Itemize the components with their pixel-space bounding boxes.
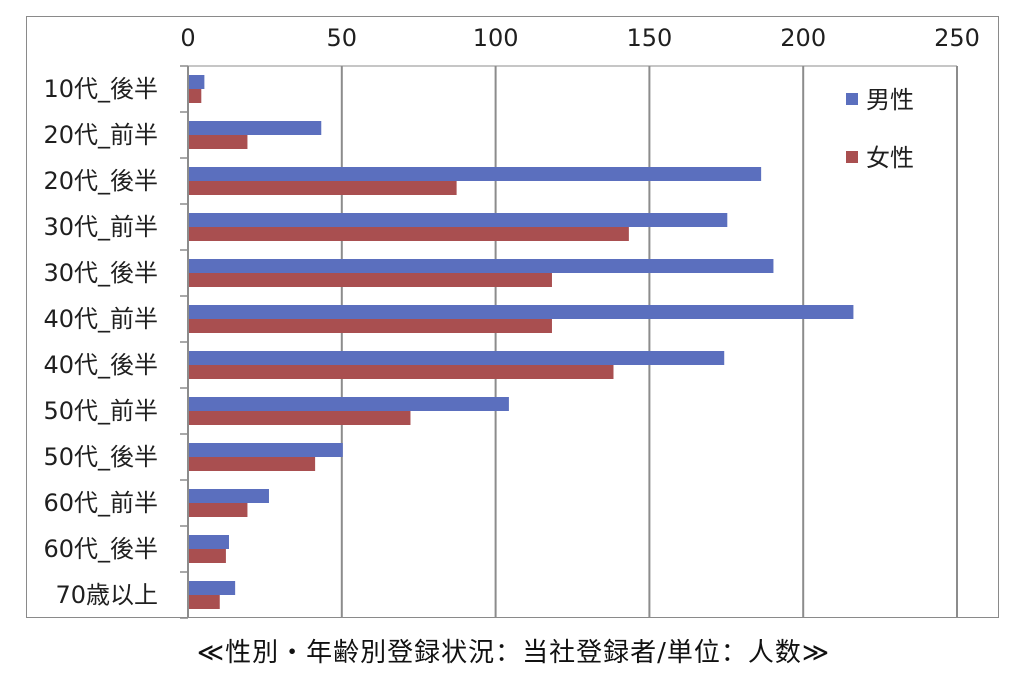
bar-male	[189, 489, 269, 503]
y-category-label: 40代_前半	[43, 305, 158, 333]
bar-female	[189, 503, 248, 517]
bar-male	[189, 259, 774, 273]
y-category-label: 60代_前半	[43, 489, 158, 517]
bar-female	[189, 273, 552, 287]
bar-female	[189, 227, 629, 241]
bar-female	[189, 365, 614, 379]
chart-caption: ≪性別・年齢別登録状況：当社登録者/単位：人数≫	[196, 638, 831, 668]
bar-female	[189, 411, 411, 425]
bar-male	[189, 121, 322, 135]
y-category-label: 10代_後半	[43, 75, 158, 103]
x-tick-label: 100	[473, 24, 519, 52]
x-tick-label: 150	[626, 24, 672, 52]
bar-male	[189, 305, 854, 319]
x-tick-label: 50	[327, 24, 358, 52]
y-category-label: 20代_前半	[43, 121, 158, 149]
y-category-label: 30代_後半	[43, 259, 158, 287]
bar-female	[189, 135, 248, 149]
bar-female	[189, 457, 316, 471]
x-tick-label: 200	[780, 24, 826, 52]
bar-male	[189, 351, 725, 365]
bar-male	[189, 213, 728, 227]
legend-swatch	[846, 151, 858, 163]
y-category-label: 40代_後半	[43, 351, 158, 379]
bar-male	[189, 535, 229, 549]
bar-female	[189, 595, 220, 609]
y-category-label: 50代_前半	[43, 397, 158, 425]
legend-label: 男性	[866, 86, 914, 114]
legend-label: 女性	[866, 144, 914, 172]
x-tick-label: 0	[180, 24, 195, 52]
legend-swatch	[846, 93, 858, 105]
bar-male	[189, 167, 762, 181]
y-category-label: 70歳以上	[55, 581, 158, 609]
bar-male	[189, 581, 236, 595]
bar-female	[189, 181, 457, 195]
y-category-label: 20代_後半	[43, 167, 158, 195]
bar-male	[189, 443, 343, 457]
bar-female	[189, 549, 226, 563]
bar-female	[189, 319, 552, 333]
y-category-label: 60代_後半	[43, 535, 158, 563]
y-category-label: 30代_前半	[43, 213, 158, 241]
y-category-label: 50代_後半	[43, 443, 158, 471]
bar-female	[189, 89, 202, 103]
x-tick-label: 250	[934, 24, 980, 52]
bar-male	[189, 397, 509, 411]
bar-male	[189, 75, 205, 89]
